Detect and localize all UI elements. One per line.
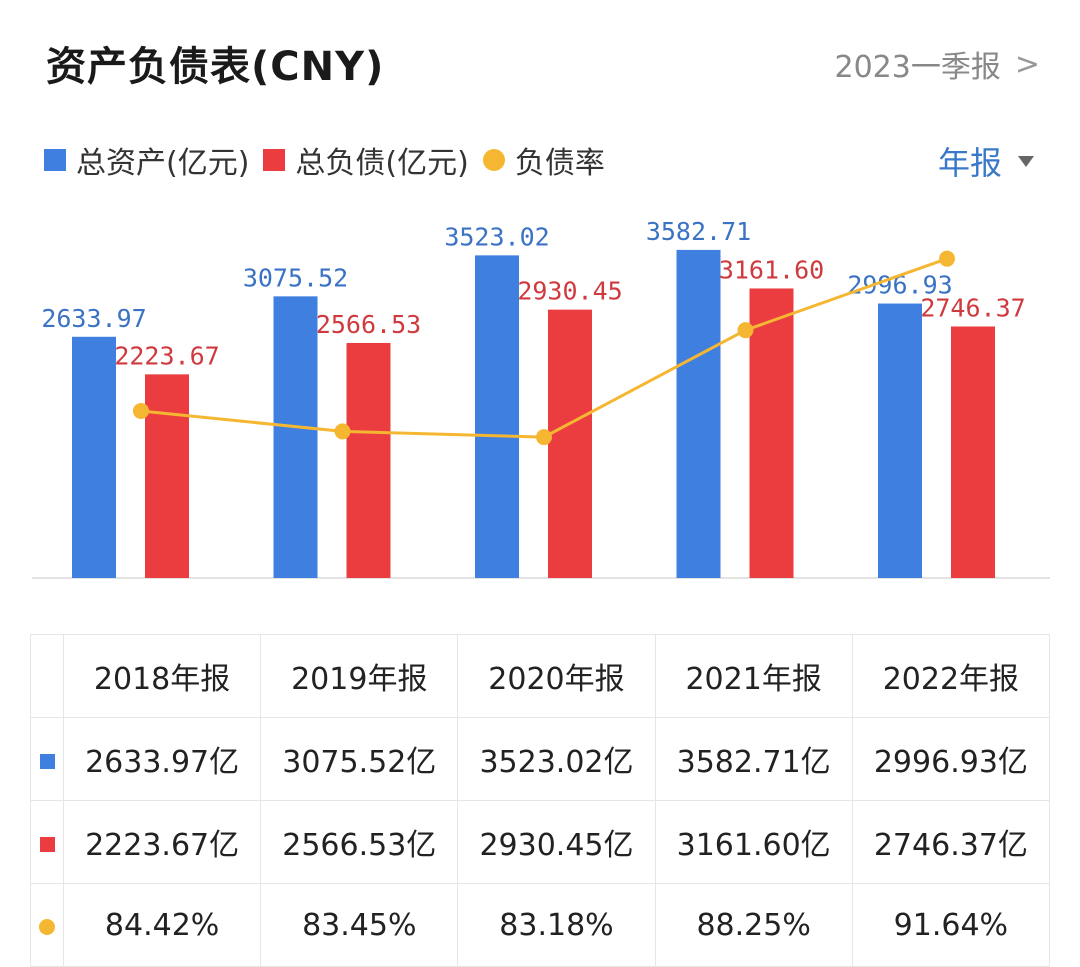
table-cell: 83.18% — [457, 883, 656, 967]
table-header-cell: 2021年报 — [654, 634, 853, 718]
liabilities-value-label: 3161.60 — [719, 255, 824, 284]
chart-legend: 总资产(亿元) 总负债(亿元) 负债率 — [44, 138, 619, 182]
table-header-row: 2018年报 2019年报 2020年报 2021年报 2022年报 — [30, 634, 1051, 718]
assets-swatch-icon — [44, 149, 66, 171]
assets-bar — [72, 336, 116, 578]
debt-ratio-point — [334, 423, 351, 440]
period-type-dropdown[interactable]: 年报 — [938, 138, 1034, 184]
liabilities-square-icon — [39, 836, 55, 852]
legend-liabilities-label: 总负债(亿元) — [295, 146, 469, 181]
assets-value-label: 3075.52 — [243, 263, 348, 292]
liabilities-swatch-icon — [263, 149, 286, 171]
debt-ratio-point — [939, 250, 955, 267]
table-cell: 3161.60亿 — [654, 800, 853, 884]
liabilities-value-label: 2930.45 — [517, 277, 622, 306]
dropdown-arrow-icon — [1018, 155, 1034, 167]
ratio-dot-icon — [482, 149, 505, 171]
liabilities-key-cell — [30, 800, 64, 884]
debt-ratio-point — [133, 402, 149, 419]
table-cell: 2633.97亿 — [62, 717, 262, 801]
liabilities-value-label: 2746.37 — [920, 293, 1025, 322]
legend-ratio[interactable]: 负债率 — [482, 138, 605, 182]
page-title: 资产负债表(CNY) — [46, 44, 385, 90]
legend-assets[interactable]: 总资产(亿元) — [44, 138, 249, 182]
liabilities-bar — [749, 288, 794, 578]
liabilities-bar — [548, 309, 592, 578]
table-cell: 84.42% — [62, 883, 262, 967]
table-cell: 83.45% — [260, 883, 459, 967]
table-cell: 88.25% — [654, 883, 853, 967]
liabilities-bar — [951, 326, 995, 578]
ratio-key-cell — [30, 883, 64, 967]
table-cell: 3582.71亿 — [654, 717, 853, 801]
assets-bar — [878, 303, 922, 578]
report-period-label: 2023一季报 — [834, 50, 1001, 85]
legend-liabilities[interactable]: 总负债(亿元) — [263, 138, 469, 182]
chevron-right-icon: > — [1014, 46, 1040, 82]
data-table: 2018年报 2019年报 2020年报 2021年报 2022年报 2633.… — [30, 634, 1051, 967]
report-period-link[interactable]: 2023一季报 > — [835, 42, 1041, 86]
table-cell: 2930.45亿 — [457, 800, 656, 884]
assets-bar — [273, 296, 318, 578]
table-header-cell: 2019年报 — [260, 634, 459, 718]
assets-bar — [475, 255, 519, 578]
table-cell: 2566.53亿 — [260, 800, 459, 884]
ratio-dot-icon — [39, 918, 55, 935]
assets-value-label: 3582.71 — [646, 217, 751, 246]
liabilities-value-label: 2223.67 — [114, 341, 219, 370]
assets-bar — [676, 249, 721, 579]
table-cell: 3523.02亿 — [457, 717, 656, 801]
assets-value-label: 3523.02 — [444, 222, 549, 251]
liabilities-bar — [346, 342, 391, 578]
table-cell: 2996.93亿 — [851, 717, 1051, 801]
table-header-cell: 2020年报 — [457, 634, 656, 718]
legend-assets-label: 总资产(亿元) — [76, 146, 250, 181]
balance-sheet-chart: 2633.97 2223.67 3075.52 2566.53 3523.02 2930.… — [32, 217, 1050, 579]
liabilities-value-label: 2566.53 — [316, 310, 421, 339]
assets-key-cell — [30, 717, 64, 801]
table-cell: 3075.52亿 — [260, 717, 459, 801]
assets-value-label: 2633.97 — [41, 304, 146, 333]
table-row-liabilities: 2223.67亿 2566.53亿 2930.45亿 3161.60亿 2746… — [30, 800, 1051, 884]
table-cell: 2223.67亿 — [62, 800, 262, 884]
legend-ratio-label: 负债率 — [514, 146, 605, 181]
debt-ratio-point — [737, 322, 754, 339]
debt-ratio-point — [536, 429, 552, 446]
assets-square-icon — [39, 753, 55, 769]
table-header-cell: 2018年报 — [62, 634, 262, 718]
table-cell: 91.64% — [851, 883, 1051, 967]
table-header-cell: 2022年报 — [851, 634, 1051, 718]
table-row-ratio: 84.42% 83.45% 83.18% 88.25% 91.64% — [30, 883, 1051, 967]
table-corner-cell — [30, 634, 64, 718]
period-type-label: 年报 — [937, 144, 1002, 182]
liabilities-bar — [145, 374, 189, 578]
table-row-assets: 2633.97亿 3075.52亿 3523.02亿 3582.71亿 2996… — [30, 717, 1051, 801]
table-cell: 2746.37亿 — [851, 800, 1051, 884]
